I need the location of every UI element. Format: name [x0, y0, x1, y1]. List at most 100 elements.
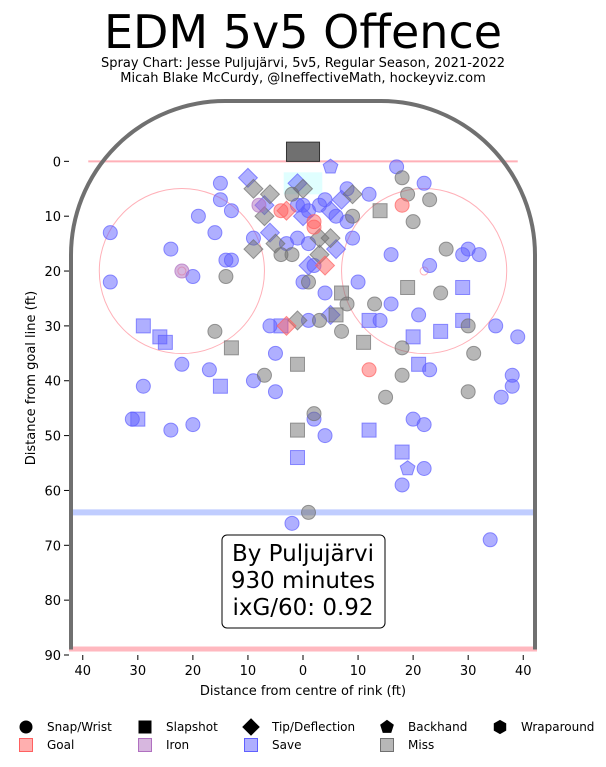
shot-point: [488, 318, 504, 334]
x-tick-label: 40: [515, 664, 532, 679]
shot-point: [361, 186, 377, 202]
shot-point: [207, 225, 223, 241]
shot-point: [212, 175, 228, 191]
shot-point: [102, 225, 118, 241]
shot-point: [251, 197, 267, 213]
shot-point: [102, 274, 118, 290]
legend-label: Slapshot: [166, 720, 218, 734]
x-tick-label: 30: [460, 664, 477, 679]
x-tick-label: 40: [74, 664, 91, 679]
shot-point: [243, 178, 264, 199]
legend-swatch: [244, 738, 258, 752]
shot-point: [256, 367, 272, 383]
shot-point: [399, 460, 416, 476]
annotation-line1: By Puljujärvi: [232, 541, 374, 567]
shot-point: [455, 279, 471, 295]
y-tick-label: 0: [53, 155, 61, 170]
shot-point: [422, 258, 438, 274]
shot-point: [284, 515, 300, 531]
shot-point: [394, 340, 410, 356]
shot-point: [289, 450, 305, 466]
shot-point: [306, 219, 322, 235]
shot-point: [201, 362, 217, 378]
shot-point: [320, 227, 341, 249]
centre-red-line: [69, 646, 537, 652]
shot-point: [394, 197, 410, 213]
y-tick-label: 50: [44, 430, 61, 445]
annotation-line2: 930 minutes: [231, 568, 375, 594]
shot-point: [223, 252, 239, 268]
shot-point: [460, 318, 476, 334]
legend-label: Wraparound: [521, 720, 594, 734]
shot-point: [328, 307, 344, 323]
legend-label: Save: [272, 738, 301, 752]
shot-point: [207, 323, 223, 339]
chart-legend: Snap/Wrist Slapshot Tip/Deflection Backhand…: [19, 718, 594, 752]
legend-marker: [493, 719, 507, 735]
shot-point: [350, 274, 366, 290]
shot-point: [405, 329, 421, 345]
legend-label: Tip/Deflection: [271, 720, 355, 734]
shot-point: [394, 170, 410, 186]
x-axis-label: Distance from centre of rink (ft): [200, 684, 406, 699]
x-tick-label: 0: [299, 664, 307, 679]
shot-point: [276, 200, 297, 221]
shot-points: [102, 158, 526, 548]
legend-swatch: [19, 738, 33, 752]
shot-point: [405, 214, 421, 230]
shot-point: [394, 477, 410, 493]
shot-point: [289, 356, 305, 372]
shot-point: [433, 323, 449, 339]
y-axis-label: Distance from goal line (ft): [24, 291, 39, 465]
shot-point: [314, 255, 336, 276]
shot-point: [212, 192, 228, 208]
shot-point: [400, 279, 416, 295]
shot-point: [345, 230, 361, 246]
shot-point: [276, 315, 297, 337]
shot-point: [482, 532, 498, 548]
legend-marker: [138, 720, 152, 734]
shot-point: [317, 285, 333, 301]
shot-point: [163, 241, 179, 257]
shot-point: [339, 296, 355, 312]
x-tick-label: 10: [240, 664, 257, 679]
shot-point: [163, 422, 179, 438]
y-tick-label: 90: [44, 649, 61, 664]
x-tick-label: 20: [405, 664, 422, 679]
boards: [69, 99, 537, 650]
shot-point: [174, 263, 190, 279]
shot-point: [383, 247, 399, 263]
chart-subtitle: Spray Chart: Jesse Puljujärvi, 5v5, Regu…: [101, 56, 505, 71]
shot-point: [504, 378, 520, 394]
shot-point: [212, 378, 228, 394]
shot-point: [510, 329, 526, 345]
shot-point: [259, 184, 281, 205]
x-tick-label: 30: [130, 664, 147, 679]
shot-point: [267, 384, 283, 400]
x-tick-label: 10: [350, 664, 367, 679]
y-tick-label: 70: [44, 539, 61, 554]
shot-point: [301, 504, 317, 520]
y-tick-label: 20: [44, 265, 61, 280]
shot-point: [306, 406, 322, 422]
shot-point: [361, 422, 377, 438]
annotation-line3: ixG/60: 0.92: [232, 595, 373, 621]
shot-point: [493, 389, 509, 405]
shot-point: [218, 269, 234, 285]
legend-label: Backhand: [408, 720, 467, 734]
shot-point: [135, 318, 151, 334]
legend-swatch: [138, 738, 152, 752]
legend-label: Snap/Wrist: [47, 720, 112, 734]
shot-point: [378, 389, 394, 405]
chart-title: EDM 5v5 Offence: [103, 5, 503, 59]
shot-point: [361, 362, 377, 378]
shot-point: [422, 192, 438, 208]
shot-point: [312, 312, 328, 328]
legend-marker: [242, 718, 260, 736]
y-tick-label: 80: [44, 594, 61, 609]
shot-point: [284, 247, 300, 263]
y-tick-label: 30: [44, 320, 61, 335]
chart-credit: Micah Blake McCurdy, @IneffectiveMath, h…: [120, 71, 486, 86]
shot-point: [372, 312, 388, 328]
